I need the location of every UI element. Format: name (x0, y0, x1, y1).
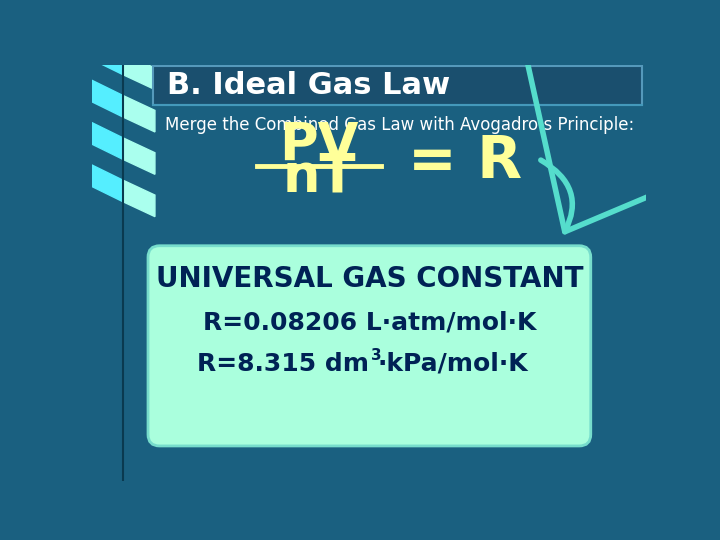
Text: 3: 3 (371, 348, 382, 363)
Polygon shape (122, 95, 155, 132)
Polygon shape (122, 180, 155, 217)
Polygon shape (92, 165, 122, 201)
Text: UNIVERSAL GAS CONSTANT: UNIVERSAL GAS CONSTANT (156, 265, 583, 293)
FancyArrowPatch shape (495, 0, 720, 232)
Text: R=8.315 dm: R=8.315 dm (197, 352, 369, 375)
Polygon shape (122, 53, 155, 90)
Text: B. Ideal Gas Law: B. Ideal Gas Law (167, 71, 451, 100)
Text: R=0.08206 L·atm/mol·K: R=0.08206 L·atm/mol·K (203, 310, 536, 335)
FancyBboxPatch shape (148, 246, 590, 446)
Text: = R: = R (408, 132, 521, 190)
Polygon shape (92, 38, 122, 75)
Polygon shape (122, 0, 155, 5)
Text: PV: PV (279, 120, 359, 172)
Polygon shape (92, 80, 122, 117)
Polygon shape (122, 11, 155, 47)
Text: ·kPa/mol·K: ·kPa/mol·K (377, 352, 528, 375)
Polygon shape (92, 0, 122, 32)
Text: Merge the Combined Gas Law with Avogadro’s Principle:: Merge the Combined Gas Law with Avogadro… (165, 116, 634, 134)
Polygon shape (92, 123, 122, 159)
Polygon shape (122, 138, 155, 174)
Text: nT: nT (282, 151, 356, 202)
Bar (153, 66, 642, 105)
